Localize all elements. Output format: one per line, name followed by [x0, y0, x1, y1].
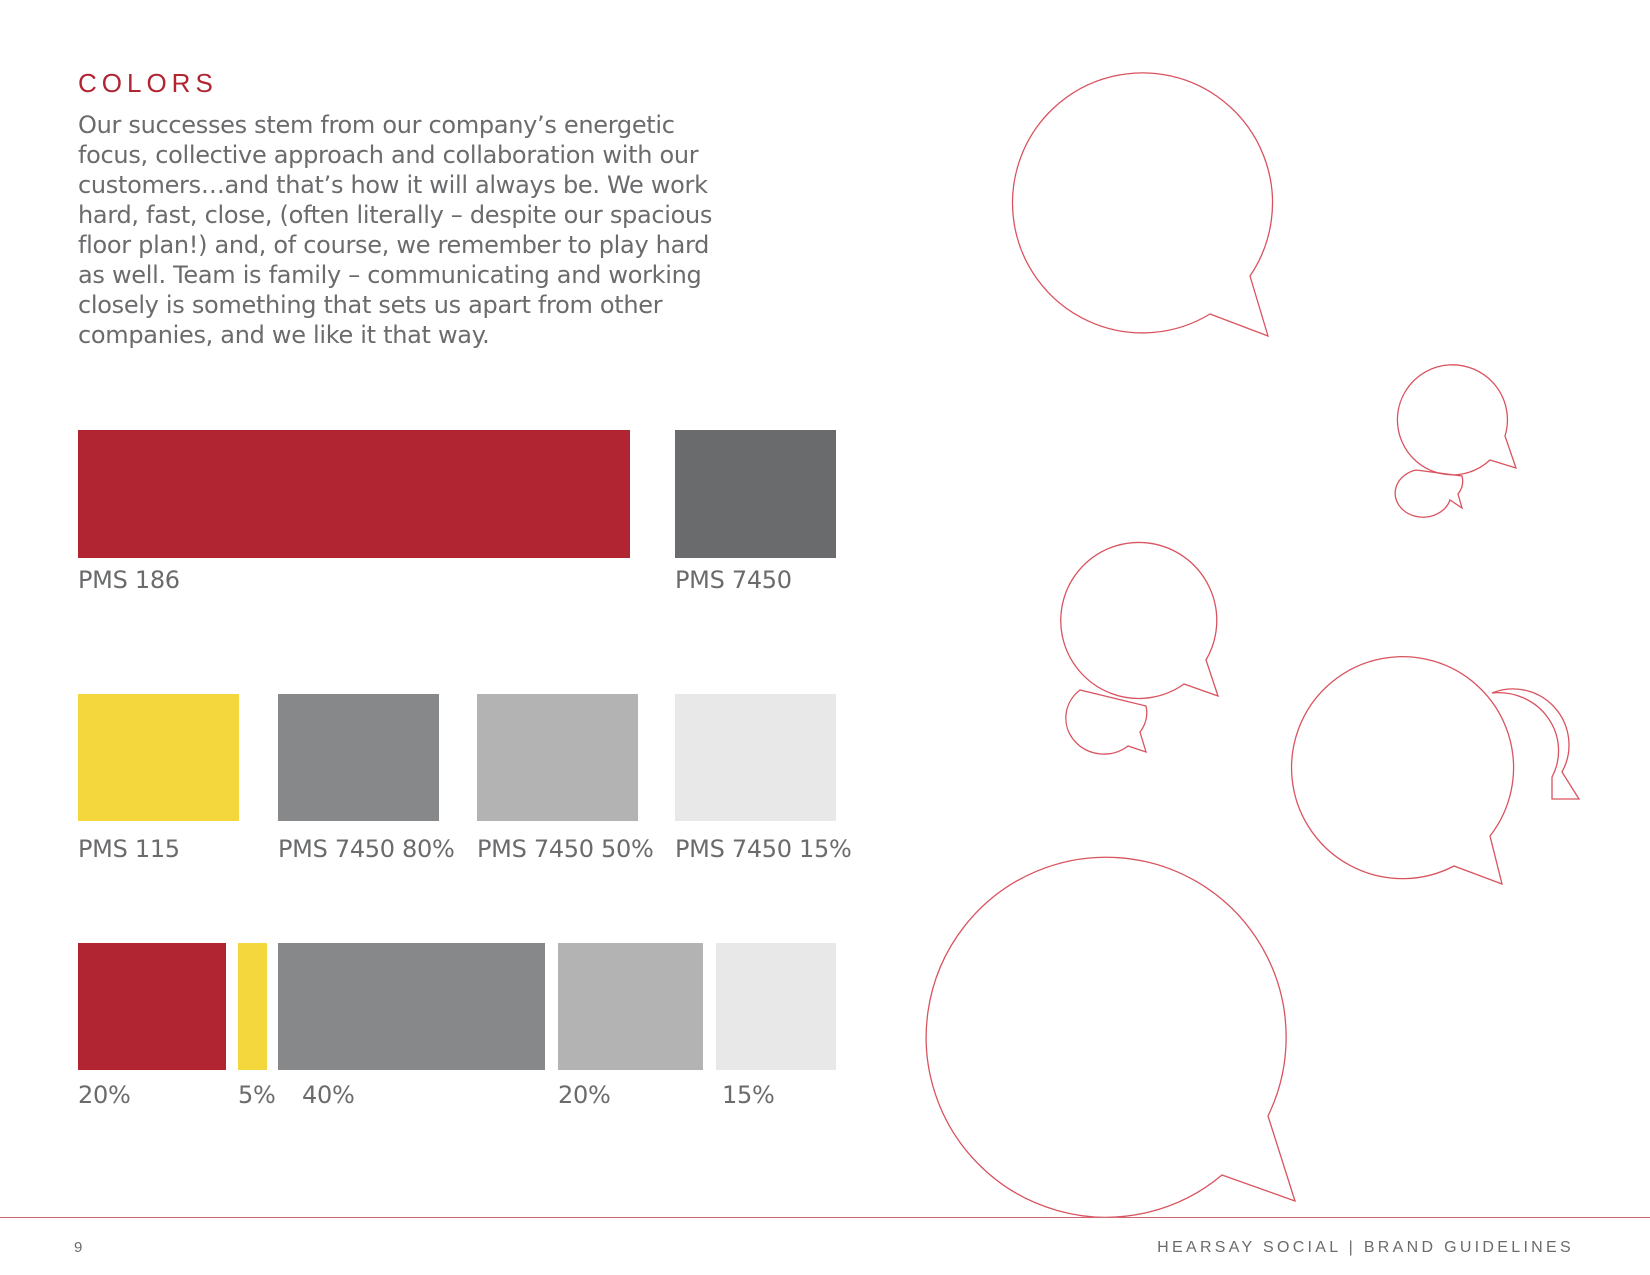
- intro-line: focus, collective approach and collabora…: [78, 141, 699, 169]
- swatch-label-pms-7450-50: PMS 7450 50%: [477, 835, 654, 863]
- speech-bubble-icon: [1290, 656, 1515, 886]
- intro-line: hard, fast, close, (often literally – de…: [78, 201, 713, 229]
- swatch-label-pms-7450-15: PMS 7450 15%: [675, 835, 852, 863]
- proportion-label-yellow: 5%: [238, 1081, 276, 1109]
- proportion-label-gray-50: 20%: [558, 1081, 611, 1109]
- page-heading: COLORS: [78, 68, 218, 98]
- swatch-pms-7450-50: [477, 694, 638, 821]
- intro-paragraph: Our successes stem from our company’s en…: [78, 110, 713, 350]
- swatch-pms-186: [78, 430, 630, 558]
- swatch-pms-7450-80: [278, 694, 439, 821]
- swatch-label-pms-186: PMS 186: [78, 566, 180, 594]
- proportion-label-gray-80: 40%: [302, 1081, 355, 1109]
- page-number: 9: [74, 1239, 83, 1256]
- swatch-pms-7450-15: [675, 694, 836, 821]
- intro-line: floor plan!) and, of course, we remember…: [78, 231, 710, 259]
- footer-title: HEARSAY SOCIAL | BRAND GUIDELINES: [1157, 1239, 1574, 1256]
- proportion-bar-gray-80: [278, 943, 545, 1070]
- proportion-bar-red: [78, 943, 226, 1070]
- intro-line: as well. Team is family – communicating …: [78, 261, 702, 289]
- proportion-label-gray-15: 15%: [722, 1081, 775, 1109]
- speech-bubble-icon: [1396, 364, 1518, 476]
- intro-line: customers…and that’s how it will always …: [78, 171, 708, 199]
- swatch-label-pms-115: PMS 115: [78, 835, 180, 863]
- swatch-pms-7450: [675, 430, 836, 558]
- swatch-label-pms-7450: PMS 7450: [675, 566, 792, 594]
- proportion-label-red: 20%: [78, 1081, 131, 1109]
- speech-bubble-icon: [1060, 541, 1220, 700]
- swatch-label-pms-7450-80: PMS 7450 80%: [278, 835, 455, 863]
- speech-bubble-icon: [925, 856, 1297, 1218]
- proportion-bar-yellow: [238, 943, 267, 1070]
- speech-bubble-icon: [1065, 689, 1148, 755]
- swatch-pms-115: [78, 694, 239, 821]
- intro-line: closely is something that sets us apart …: [78, 291, 663, 319]
- intro-line: Our successes stem from our company’s en…: [78, 111, 675, 139]
- speech-bubble-icon: [1394, 469, 1464, 518]
- footer-divider: [0, 1217, 1650, 1218]
- speech-bubble-icon: [1011, 72, 1274, 338]
- speech-bubble-icon: [1491, 688, 1581, 800]
- intro-line: companies, and we like it that way.: [78, 321, 490, 349]
- proportion-bar-gray-15: [716, 943, 836, 1070]
- proportion-bar-gray-50: [558, 943, 703, 1070]
